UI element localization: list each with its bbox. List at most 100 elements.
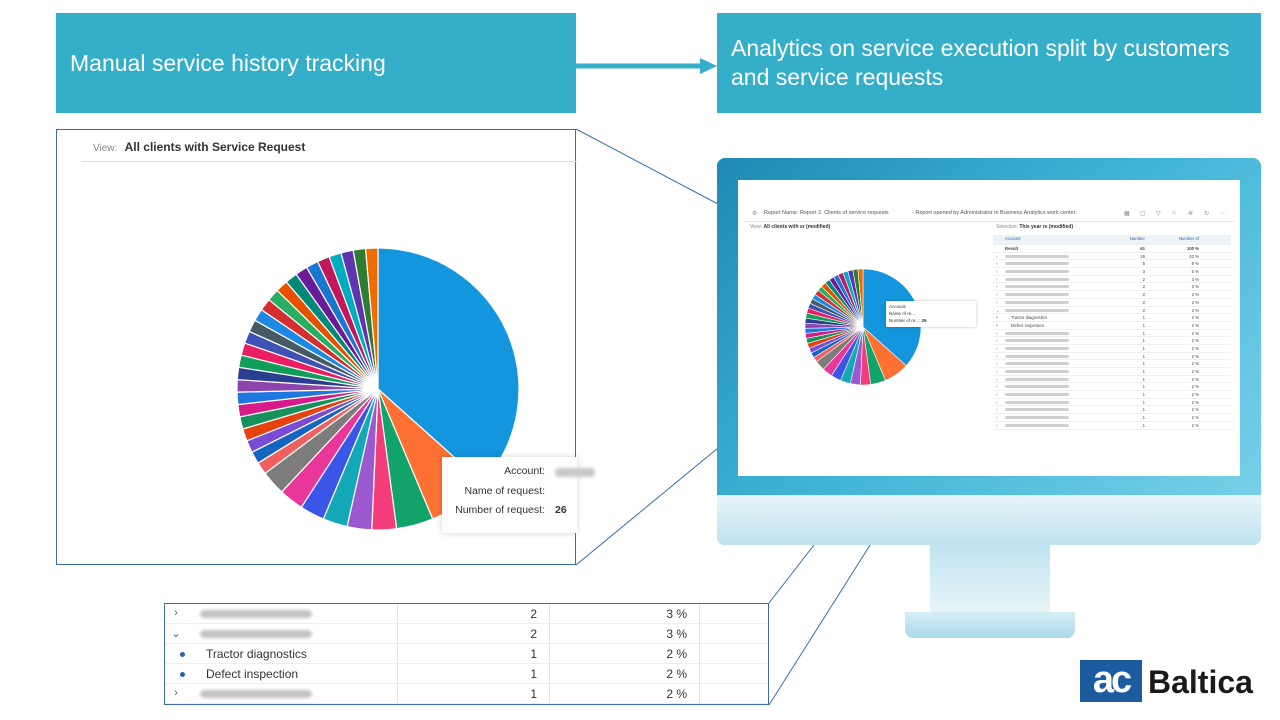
col-account-header[interactable]: Account	[1005, 236, 1021, 241]
screen-row-toggle-icon[interactable]: ›	[996, 330, 998, 336]
column-divider	[549, 684, 550, 704]
screen-table-row[interactable]: › 1 2 %	[993, 376, 1231, 384]
screen-row-toggle-icon[interactable]: ›	[996, 338, 998, 344]
service-request-row[interactable]: Defect inspection 1 2 %	[165, 664, 768, 684]
filter-icon[interactable]: ▽	[1156, 211, 1161, 217]
screen-table-row[interactable]: › 1 2 %	[993, 345, 1231, 353]
screen-view-selector[interactable]: View: All clients with sr (modified)	[750, 224, 830, 230]
screen-row-account	[1005, 392, 1069, 397]
screen-row-pct: 2 %	[1191, 399, 1199, 405]
screen-table-row[interactable]: › 5 8 %	[993, 260, 1231, 269]
screen-table-row[interactable]: › 2 3 %	[993, 291, 1231, 299]
screen-table-row[interactable]: › 1 2 %	[993, 422, 1231, 430]
pie-chart[interactable]	[57, 130, 575, 564]
settings-icon[interactable]: ⚙	[752, 211, 758, 217]
screen-row-account	[1005, 423, 1069, 428]
screen-table-row[interactable]: › 1 2 %	[993, 330, 1231, 338]
screen-table-row[interactable]: • Defect inspection 1 2 %	[993, 322, 1231, 330]
screen-row-toggle-icon[interactable]: ›	[996, 269, 998, 275]
screen-row-toggle-icon[interactable]: ›	[996, 399, 998, 405]
screen-table-row[interactable]: › 2 3 %	[993, 283, 1231, 292]
screen-table-row[interactable]: › 26 43 %	[993, 253, 1231, 261]
column-divider	[549, 624, 550, 644]
screen-row-toggle-icon[interactable]: ›	[996, 284, 998, 290]
column-divider	[397, 624, 398, 644]
screen-row-number: 1	[1142, 330, 1145, 336]
chevron-down-icon[interactable]: ⌄	[171, 628, 181, 640]
screen-filter-selector[interactable]: Selection: This year rs (modified)	[996, 224, 1073, 230]
screen-row-toggle-icon[interactable]: ›	[996, 422, 998, 428]
account-row[interactable]: › 1 2 %	[165, 684, 768, 704]
redacted-account-name	[1005, 423, 1069, 427]
redacted-account-name	[1005, 385, 1069, 389]
view-value[interactable]: All clients with Service Request	[124, 140, 306, 154]
refresh-icon[interactable]: ↻	[1204, 211, 1210, 217]
redacted-account-name	[200, 610, 312, 618]
mini-pie-slice-33[interactable]	[857, 268, 864, 328]
pie-slice-33[interactable]	[364, 247, 379, 390]
screen-row-toggle-icon[interactable]: ›	[996, 361, 998, 367]
screen-row-toggle-icon[interactable]: •	[996, 315, 998, 321]
mini-pie-chart[interactable]	[738, 180, 1240, 476]
screen-table-row[interactable]: › 1 2 %	[993, 360, 1231, 368]
screen-row-pct: 2 %	[1191, 338, 1199, 344]
screen-view-value[interactable]: All clients with sr (modified)	[763, 224, 831, 230]
screen-row-toggle-icon[interactable]: ›	[996, 345, 998, 351]
pie-slice-0[interactable]	[377, 247, 520, 484]
screen-row-toggle-icon[interactable]: ›	[996, 392, 998, 398]
screen-row-toggle-icon[interactable]: ›	[996, 415, 998, 421]
account-row[interactable]: › 2 3 %	[165, 604, 768, 624]
screen-row-toggle-icon[interactable]: •	[996, 322, 998, 328]
screen-row-toggle-icon[interactable]: ›	[996, 299, 998, 305]
screen-row-toggle-icon[interactable]: ›	[996, 407, 998, 413]
redacted-account-name	[200, 690, 312, 698]
screen-row-pct: 5 %	[1191, 269, 1199, 275]
screen-table-row[interactable]: › 1 2 %	[993, 399, 1231, 407]
screen-row-number: 1	[1142, 322, 1145, 328]
col-number-header[interactable]: Number	[1129, 236, 1145, 241]
screen-table-row[interactable]: › 1 2 %	[993, 368, 1231, 376]
screen-row-account	[1005, 308, 1069, 313]
screen-row-toggle-icon[interactable]: ›	[996, 261, 998, 267]
screen-row-toggle-icon[interactable]: ⌄	[996, 307, 1000, 313]
screen-row-toggle-icon[interactable]: ›	[996, 292, 998, 298]
request-number: 1	[530, 667, 537, 681]
screen-table-row[interactable]: › 1 2 %	[993, 383, 1231, 392]
screen-table-row[interactable]: › 1 2 %	[993, 337, 1231, 345]
service-request-name: Tractor diagnostics	[206, 647, 307, 661]
screen-table-row[interactable]: ⌄ 2 3 %	[993, 307, 1231, 315]
screen-row-pct: 3 %	[1191, 284, 1199, 290]
screen-row-toggle-icon[interactable]: ›	[996, 384, 998, 390]
account-row[interactable]: ⌄ 2 3 %	[165, 624, 768, 644]
screen-table-row[interactable]: • Tractor diagnostics 1 2 %	[993, 314, 1231, 322]
screen-row-number: 1	[1142, 369, 1145, 374]
screen-table-row[interactable]: › 1 2 %	[993, 406, 1231, 415]
screen-row-number: 1	[1142, 422, 1145, 428]
screen-table-row[interactable]: › 1 2 %	[993, 414, 1231, 422]
service-request-row[interactable]: Tractor diagnostics 1 2 %	[165, 644, 768, 664]
screen-filter-value[interactable]: This year rs (modified)	[1019, 224, 1073, 230]
screen-row-pct: 43 %	[1189, 253, 1199, 259]
screen-row-toggle-icon[interactable]: ›	[996, 376, 998, 382]
screen-row-toggle-icon[interactable]: ›	[996, 276, 998, 282]
screen-row-toggle-icon[interactable]: ›	[996, 369, 998, 374]
chevron-right-icon[interactable]: ›	[174, 687, 178, 699]
screen-row-account	[1005, 354, 1069, 359]
screen-table-row[interactable]: › 3 5 %	[993, 268, 1231, 276]
screen-row-toggle-icon[interactable]: ›	[996, 253, 998, 259]
screen-row-toggle-icon[interactable]: ›	[996, 353, 998, 359]
screen-table-row[interactable]: › 1 2 %	[993, 353, 1231, 361]
col-pct-header[interactable]: Number of	[1178, 236, 1199, 241]
more-icon[interactable]: ⋯	[1220, 211, 1226, 217]
chevron-right-icon[interactable]: ›	[174, 607, 178, 619]
copy-icon[interactable]: ▢	[1140, 211, 1146, 217]
screen-table-row[interactable]: › 1 2 %	[993, 391, 1231, 399]
view-selector[interactable]: View: All clients with Service Request	[81, 140, 577, 162]
screen-table-row[interactable]: › 2 3 %	[993, 276, 1231, 284]
screen-table-row[interactable]: › 2 3 %	[993, 299, 1231, 307]
gear-icon[interactable]: ✲	[1188, 211, 1194, 217]
share-icon[interactable]: ⌂	[1172, 210, 1176, 216]
screen-row-number: 1	[1142, 353, 1145, 359]
screen-row-pct: 3 %	[1191, 292, 1199, 298]
print-icon[interactable]: ▦	[1124, 211, 1130, 217]
